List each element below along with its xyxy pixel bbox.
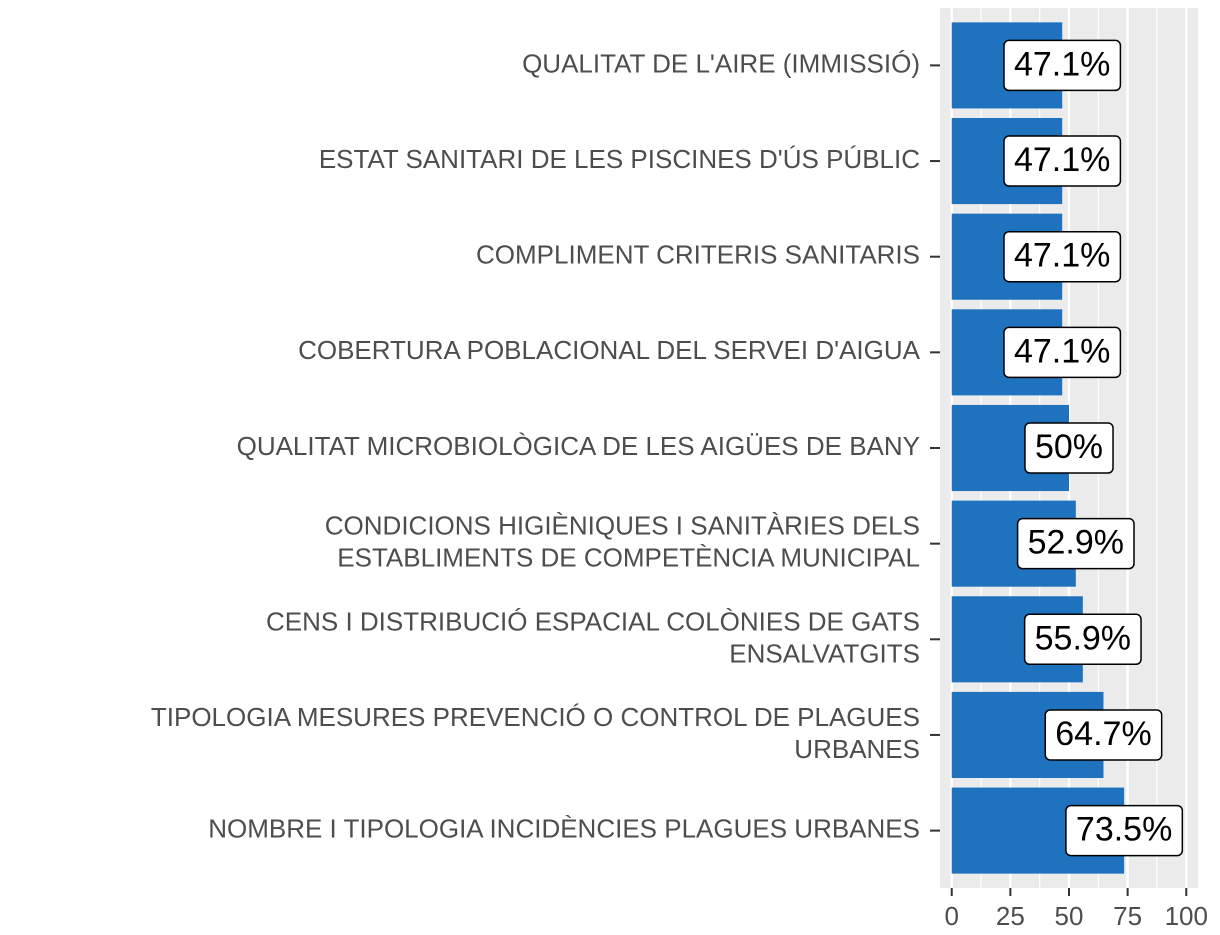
value-label: 47.1%	[1014, 237, 1110, 275]
y-tick-label: NOMBRE I TIPOLOGIA INCIDÈNCIES PLAGUES U…	[208, 813, 920, 843]
value-label: 47.1%	[1014, 45, 1110, 83]
value-label: 50%	[1035, 428, 1103, 466]
x-tick-label: 0	[944, 901, 958, 931]
value-label-box	[1016, 517, 1135, 570]
y-tick-label: CENS I DISTRIBUCIÓ ESPACIAL COLÒNIES DE …	[266, 606, 920, 668]
value-label: 47.1%	[1014, 141, 1110, 179]
x-tick-label: 100	[1165, 901, 1208, 931]
value-label-box	[1003, 230, 1122, 283]
value-label: 73.5%	[1076, 811, 1172, 849]
x-tick-label: 25	[996, 901, 1025, 931]
x-tick-label: 75	[1113, 901, 1142, 931]
value-label: 55.9%	[1035, 619, 1131, 657]
value-label: 52.9%	[1028, 524, 1124, 562]
y-tick-label: COMPLIMENT CRITERIS SANITARIS	[476, 240, 920, 270]
value-label-box	[1003, 39, 1122, 92]
value-label: 64.7%	[1055, 715, 1151, 753]
value-label-box	[1023, 613, 1142, 666]
y-tick-label: QUALITAT MICROBIOLÒGICA DE LES AIGÜES DE…	[237, 431, 920, 461]
value-label-box	[1024, 422, 1114, 474]
y-tick-label: ESTAT SANITARI DE LES PISCINES D'ÚS PÚBL…	[319, 144, 920, 174]
y-tick-label: CONDICIONS HIGIÈNIQUES I SANITÀRIES DELS…	[325, 511, 920, 573]
value-label-box	[1003, 135, 1122, 187]
value-label-box	[1003, 326, 1122, 379]
y-tick-label: QUALITAT DE L'AIRE (IMMISSIÓ)	[522, 48, 920, 78]
y-tick-label: COBERTURA POBLACIONAL DEL SERVEI D'AIGUA	[298, 335, 921, 365]
x-tick-label: 50	[1055, 901, 1084, 931]
value-label-box	[1065, 804, 1184, 857]
y-tick-label: TIPOLOGIA MESURES PREVENCIÓ O CONTROL DE…	[151, 702, 920, 764]
value-label-box	[1044, 709, 1163, 761]
value-label: 47.1%	[1014, 332, 1110, 370]
